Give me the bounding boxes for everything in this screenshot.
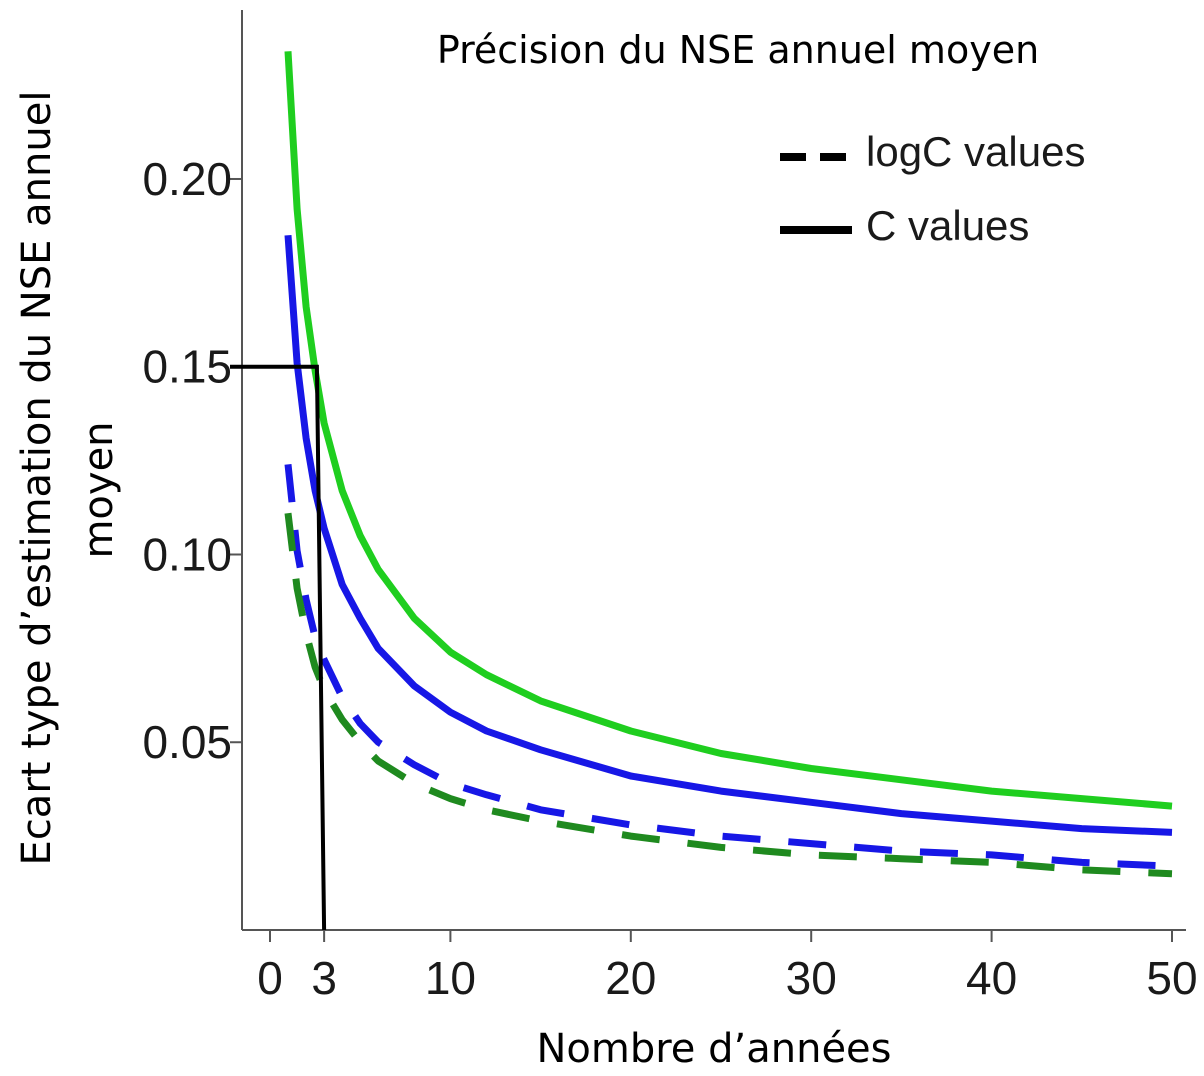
x-tick-label: 30 [786,952,837,1004]
reference-line-group [230,364,327,931]
axes [241,10,1186,931]
x-tick-label: 40 [966,952,1017,1004]
y-tick-label: 0.15 [142,341,232,393]
y-tick-label: 0.20 [142,153,232,205]
legend: logC values C values [780,128,1085,249]
y-tick-label: 0.10 [142,528,232,580]
chart-title: Précision du NSE annuel moyen [437,28,1039,72]
x-tick-label: 0 [257,952,283,1004]
x-tick-label: 3 [311,952,337,1004]
x-tick-label: 50 [1146,952,1197,1004]
x-tick-label: 20 [605,952,656,1004]
series-line-2-dashed [284,464,1173,870]
y-tick-label: 0.05 [142,716,232,768]
legend-label-logc: logC values [866,128,1085,175]
series-line-3-dashed [284,512,1173,878]
reference-line [230,364,327,931]
legend-label-c: C values [866,202,1029,249]
y-axis-title-line1: Ecart type d’estimation du NSE annuel [14,91,60,866]
ticks: 0 3 10 20 30 40 50 0.05 0.10 0.15 0.20 [142,153,1197,1004]
x-axis-title: Nombre d’années [536,1026,891,1072]
series-line-1-solid [284,235,1173,836]
y-axis-title-line2: moyen [76,421,122,558]
x-tick-label: 10 [425,952,476,1004]
